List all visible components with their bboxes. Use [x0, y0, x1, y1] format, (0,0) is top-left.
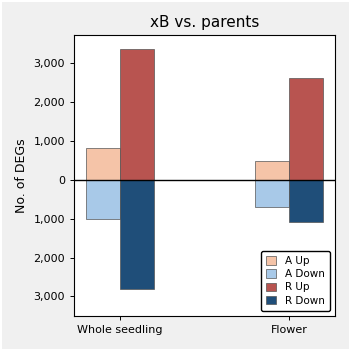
Title: xB vs. parents: xB vs. parents	[150, 15, 259, 30]
Legend: A Up, A Down, R Up, R Down: A Up, A Down, R Up, R Down	[261, 251, 330, 311]
Y-axis label: No. of DEGs: No. of DEGs	[15, 138, 28, 213]
Bar	[86, 180, 120, 218]
Bar	[289, 180, 323, 223]
Bar	[86, 148, 120, 180]
Bar	[256, 180, 289, 207]
Bar	[289, 78, 323, 180]
Bar	[256, 161, 289, 180]
Bar	[120, 49, 154, 180]
Bar	[120, 180, 154, 289]
